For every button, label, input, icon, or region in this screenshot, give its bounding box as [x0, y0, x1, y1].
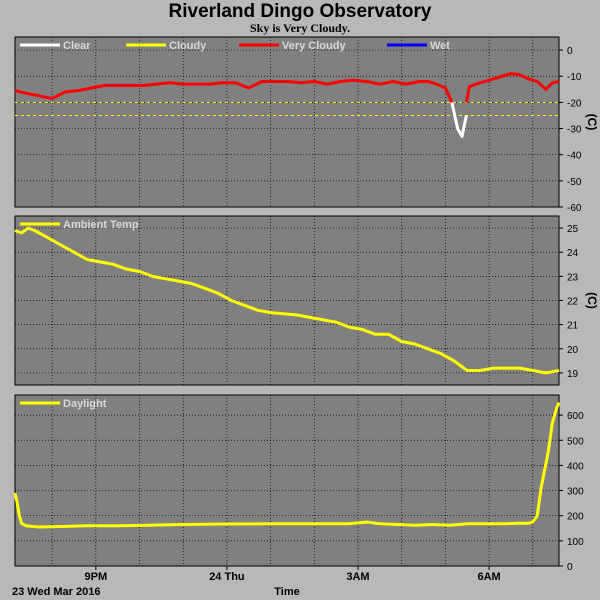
daylight-y-tick-label: 400 — [567, 461, 584, 472]
ambient-legend-label: Ambient Temp — [63, 219, 139, 231]
ambient-y-tick-label: 22 — [567, 297, 579, 308]
daylight-plot-area — [14, 394, 560, 567]
daylight-y-tick-label: 200 — [567, 512, 584, 523]
x-tick-label: 3AM — [346, 571, 369, 583]
ambient-y-tick-label: 19 — [567, 369, 579, 380]
sky-y-tick-label: -30 — [567, 125, 582, 136]
sky-legend-label: Wet — [430, 40, 450, 52]
x-tick-label: 9PM — [85, 571, 108, 583]
sky-y-tick-label: -60 — [567, 203, 582, 214]
sky-unit-label: (C) — [585, 114, 599, 131]
daylight-y-tick-label: 300 — [567, 487, 584, 498]
daylight-y-tick-label: 500 — [567, 436, 584, 447]
ambient-y-tick-label: 20 — [567, 345, 579, 356]
ambient-y-tick-label: 21 — [567, 321, 579, 332]
sky-legend-label: Clear — [63, 40, 91, 52]
sky-series-very-cloudy — [14, 78, 454, 104]
ambient-unit-label: (C) — [585, 292, 599, 309]
ambient-series-ambient-temp — [14, 226, 560, 375]
daylight-series-daylight — [13, 401, 561, 529]
sky-series-clear — [450, 102, 468, 138]
sky-y-tick-label: 0 — [567, 46, 573, 57]
sky-y-tick-label: -20 — [567, 98, 582, 109]
daylight-y-tick-label: 0 — [567, 562, 573, 573]
sky-y-tick-label: -40 — [567, 151, 582, 162]
sky-plot-area — [14, 36, 560, 208]
ambient-y-tick-label: 25 — [567, 224, 579, 235]
sky-status: Sky is Very Cloudy. — [249, 21, 351, 35]
ambient-y-tick-label: 23 — [567, 272, 579, 283]
daylight-y-tick-label: 100 — [567, 537, 584, 548]
x-date-label: 23 Wed Mar 2016 — [12, 586, 100, 598]
x-tick-label: 24 Thu — [209, 571, 244, 583]
daylight-legend-label: Daylight — [63, 398, 107, 410]
x-tick-label: 6AM — [477, 571, 500, 583]
x-axis-label: Time — [274, 586, 299, 598]
sky-legend-label: Cloudy — [169, 40, 207, 52]
sky-legend-label: Very Cloudy — [282, 40, 346, 52]
sky-y-tick-label: -10 — [567, 72, 582, 83]
daylight-y-tick-label: 600 — [567, 411, 584, 422]
sky-series-very-cloudy — [464, 72, 560, 103]
page-title: Riverland Dingo Observatory — [168, 1, 432, 22]
ambient-y-tick-label: 24 — [567, 248, 579, 259]
sky-y-tick-label: -50 — [567, 177, 582, 188]
